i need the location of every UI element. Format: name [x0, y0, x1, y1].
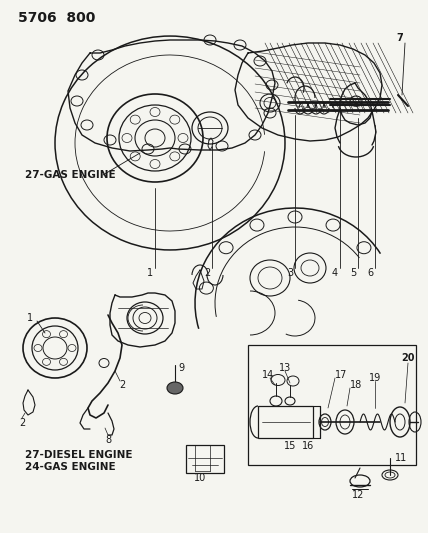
Text: 2: 2: [19, 418, 25, 428]
Text: 10: 10: [194, 473, 206, 483]
Text: 7: 7: [397, 33, 403, 43]
Text: 6: 6: [367, 268, 373, 278]
Text: 16: 16: [302, 441, 314, 451]
Ellipse shape: [167, 382, 183, 394]
Text: 2: 2: [119, 380, 125, 390]
Bar: [258, 406, 313, 438]
Text: 20: 20: [401, 353, 415, 363]
Text: 2: 2: [204, 268, 210, 278]
Text: 8: 8: [105, 435, 111, 445]
Text: 1: 1: [147, 268, 153, 278]
Text: 4: 4: [332, 268, 338, 278]
Text: 5: 5: [350, 268, 356, 278]
Text: 14: 14: [262, 370, 274, 380]
Text: 9: 9: [178, 363, 184, 373]
Text: 15: 15: [284, 441, 296, 451]
Text: 5706  800: 5706 800: [18, 11, 95, 25]
Text: 13: 13: [279, 363, 291, 373]
Text: 18: 18: [350, 380, 362, 390]
Text: 12: 12: [352, 490, 364, 500]
Text: 17: 17: [335, 370, 348, 380]
Text: 27-GAS ENGINE: 27-GAS ENGINE: [25, 170, 116, 180]
Text: 24-GAS ENGINE: 24-GAS ENGINE: [25, 462, 116, 472]
Text: 27-DIESEL ENGINE: 27-DIESEL ENGINE: [25, 450, 133, 460]
Text: 19: 19: [369, 373, 381, 383]
Bar: [248, 345, 416, 465]
Text: 1: 1: [27, 313, 33, 323]
Text: 11: 11: [395, 453, 407, 463]
Bar: [186, 445, 224, 473]
Text: 3: 3: [287, 268, 293, 278]
